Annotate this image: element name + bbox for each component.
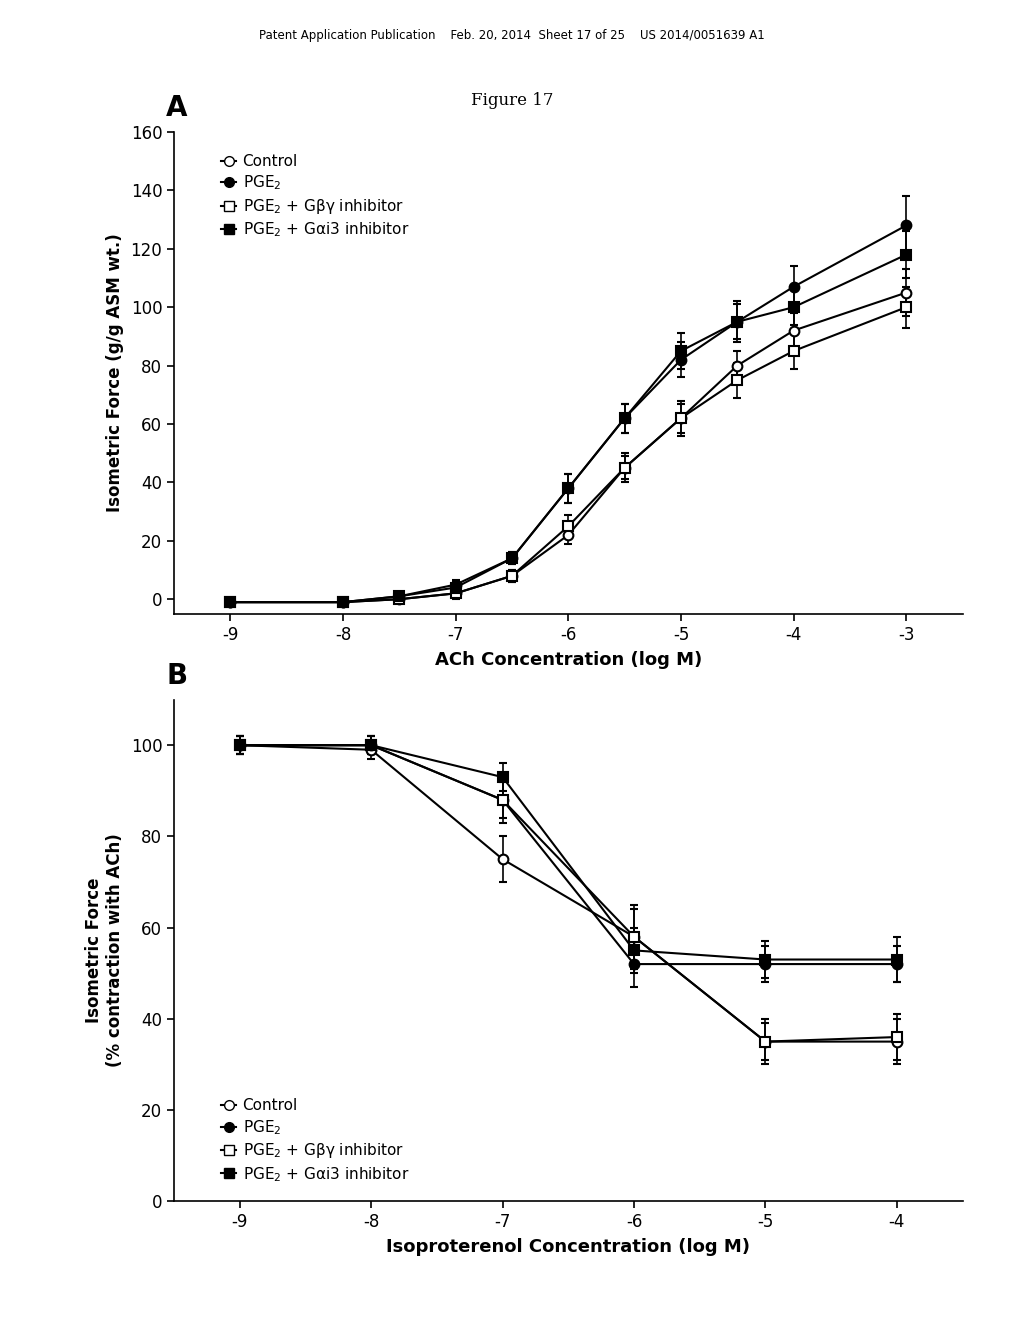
- Legend: Control, PGE$_2$, PGE$_2$ + Gβγ inhibitor, PGE$_2$ + Gαi3 inhibitor: Control, PGE$_2$, PGE$_2$ + Gβγ inhibito…: [221, 154, 409, 239]
- Y-axis label: Isometric Force
(% contraction with ACh): Isometric Force (% contraction with ACh): [85, 833, 124, 1068]
- Text: Figure 17: Figure 17: [471, 92, 553, 110]
- X-axis label: Isoproterenol Concentration (log M): Isoproterenol Concentration (log M): [386, 1238, 751, 1255]
- Text: Patent Application Publication    Feb. 20, 2014  Sheet 17 of 25    US 2014/00516: Patent Application Publication Feb. 20, …: [259, 29, 765, 42]
- Y-axis label: Isometric Force (g/g ASM wt.): Isometric Force (g/g ASM wt.): [105, 234, 124, 512]
- Text: A: A: [166, 94, 187, 123]
- Text: B: B: [166, 661, 187, 689]
- Legend: Control, PGE$_2$, PGE$_2$ + Gβγ inhibitor, PGE$_2$ + Gαi3 inhibitor: Control, PGE$_2$, PGE$_2$ + Gβγ inhibito…: [221, 1098, 409, 1184]
- X-axis label: ACh Concentration (log M): ACh Concentration (log M): [435, 651, 701, 668]
